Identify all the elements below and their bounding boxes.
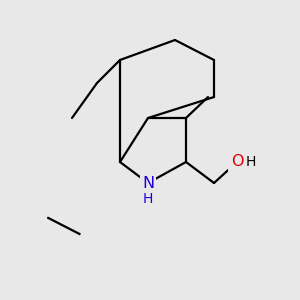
Text: H: H	[143, 192, 153, 206]
Text: N: N	[142, 176, 154, 190]
Text: O: O	[231, 154, 243, 169]
Text: H: H	[246, 155, 256, 169]
